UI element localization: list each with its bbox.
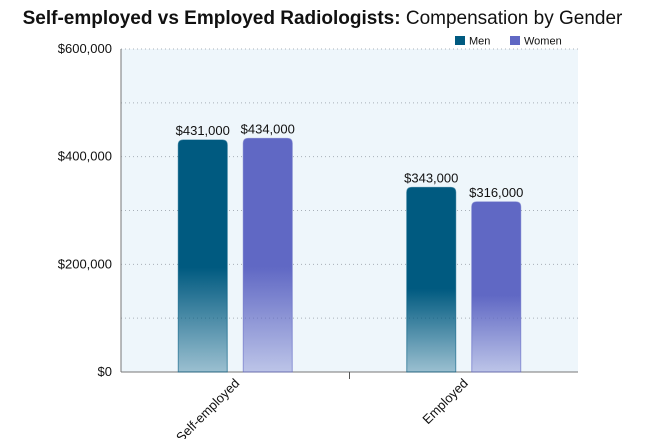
data-label: $431,000 (176, 123, 230, 138)
y-tick-label: $400,000 (58, 149, 112, 164)
legend: Men Women (455, 36, 562, 48)
x-tick-label: Employed (419, 376, 470, 427)
bar-women-self-employed (242, 137, 293, 373)
data-label: $343,000 (404, 170, 458, 185)
legend-label-men: Men (469, 36, 490, 48)
chart-title-bold: Self-employed vs Employed Radiologists: (22, 8, 401, 29)
legend-swatch-women (510, 36, 520, 45)
bar-men-employed (406, 186, 457, 373)
legend-label-women: Women (524, 36, 562, 48)
y-tick-label: $0 (98, 364, 112, 379)
y-tick-label: $600,000 (58, 41, 112, 56)
legend-swatch-men (455, 36, 465, 45)
data-label: $316,000 (469, 185, 523, 200)
bar-men-self-employed (177, 139, 228, 373)
data-label: $434,000 (241, 121, 295, 136)
bar-women-employed (471, 201, 522, 373)
chart-title: Self-employed vs Employed Radiologists: … (0, 8, 645, 30)
y-tick-label: $200,000 (58, 256, 112, 271)
bars: $431,000 $434,000 $343,000 $316,000 (176, 121, 523, 373)
x-tick-label: Self-employed (173, 376, 242, 439)
chart-title-rest: Compensation by Gender (400, 8, 623, 29)
